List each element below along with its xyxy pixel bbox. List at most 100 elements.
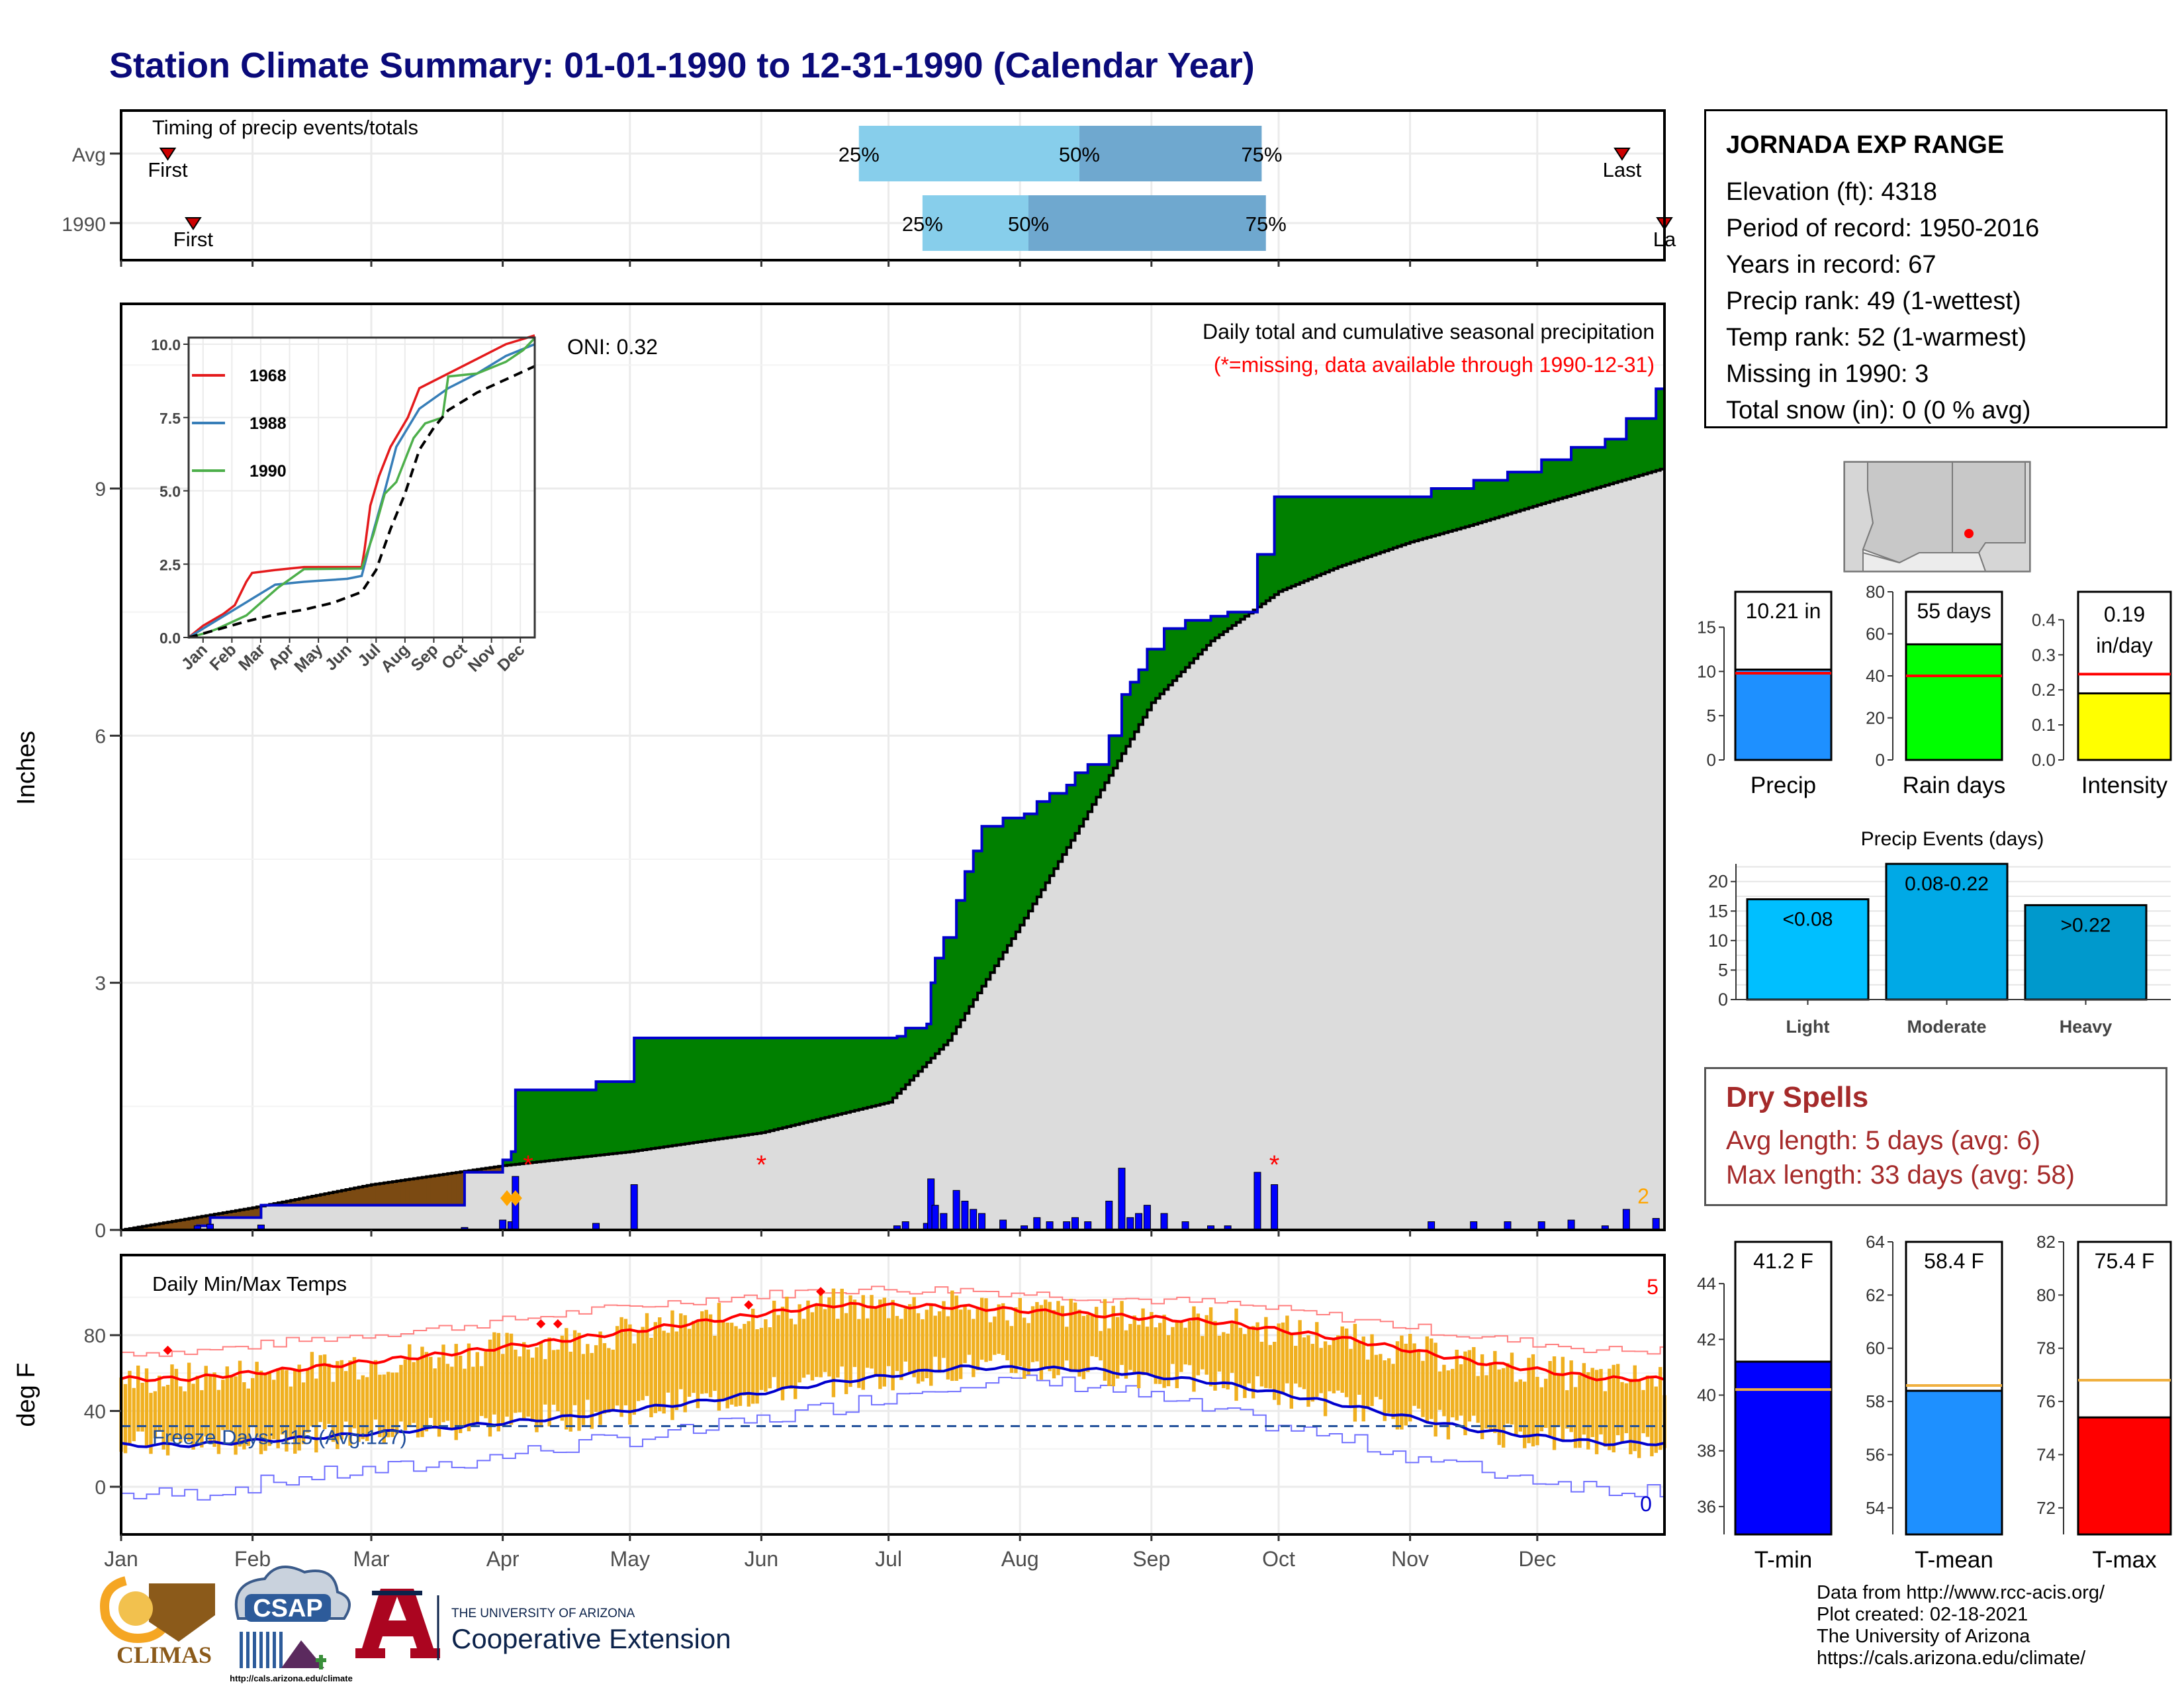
daily-temp-bar bbox=[1565, 1390, 1569, 1429]
daily-temp-bar bbox=[484, 1351, 488, 1419]
daily-temp-bar bbox=[204, 1366, 208, 1437]
precip-title: Daily total and cumulative seasonal prec… bbox=[1203, 320, 1655, 344]
timing-first-label: First bbox=[173, 228, 214, 251]
record-high-marker bbox=[163, 1345, 173, 1355]
daily-temp-bar bbox=[874, 1306, 878, 1376]
above-avg-fill bbox=[1592, 447, 1598, 489]
above-avg-fill bbox=[1512, 472, 1517, 513]
above-avg-fill bbox=[643, 1038, 648, 1150]
above-avg-fill bbox=[1109, 735, 1114, 776]
daily-temp-bar bbox=[1608, 1368, 1612, 1450]
daily-temp-bar bbox=[1442, 1364, 1446, 1417]
above-avg-fill bbox=[1558, 459, 1563, 499]
above-avg-fill bbox=[1541, 459, 1547, 504]
inset-series-avg bbox=[188, 365, 535, 639]
daily-temp-bar bbox=[1582, 1363, 1586, 1435]
daily-temp-bar bbox=[1573, 1387, 1578, 1448]
gauge-y-tick-label: 40 bbox=[1866, 666, 1885, 686]
daily-temp-bar bbox=[921, 1319, 925, 1382]
above-avg-fill bbox=[1550, 459, 1555, 502]
daily-temp-bar bbox=[382, 1374, 387, 1444]
above-avg-fill bbox=[1388, 496, 1394, 549]
daily-temp-bar bbox=[403, 1359, 408, 1430]
daily-temp-bar bbox=[1518, 1379, 1522, 1432]
above-avg-fill bbox=[1605, 439, 1610, 486]
daily-temp-bar bbox=[1048, 1301, 1052, 1372]
temp-panel: Freeze Days: 115 (Avg:127) Daily Min/Max … bbox=[13, 1254, 1666, 1571]
daily-temp-bar bbox=[713, 1335, 717, 1391]
gauge-y-tick-label: 80 bbox=[2036, 1285, 2056, 1305]
precip-events-title: Precip Events (days) bbox=[1861, 828, 2044, 850]
daily-temp-bar bbox=[819, 1292, 823, 1378]
above-avg-fill bbox=[1651, 418, 1657, 472]
gauge-y-tick-label: 38 bbox=[1697, 1441, 1716, 1461]
record-high-line bbox=[121, 1286, 1664, 1357]
daily-temp-bar bbox=[318, 1355, 322, 1423]
below-avg-fill bbox=[337, 1191, 342, 1205]
page-title: Station Climate Summary: 01-01-1990 to 1… bbox=[109, 46, 1255, 85]
daily-precip-bar bbox=[931, 1205, 939, 1231]
above-avg-fill bbox=[888, 1038, 893, 1103]
daily-temp-bar bbox=[1145, 1327, 1150, 1374]
below-avg-fill bbox=[349, 1188, 355, 1205]
daily-temp-bar bbox=[687, 1329, 692, 1397]
daily-temp-bar bbox=[1268, 1344, 1272, 1389]
daily-temp-bar bbox=[1251, 1326, 1255, 1399]
daily-temp-bar bbox=[1030, 1306, 1035, 1362]
above-avg-fill bbox=[1376, 496, 1381, 554]
daily-temp-bar bbox=[780, 1306, 785, 1401]
above-avg-fill bbox=[1096, 764, 1101, 798]
above-avg-fill bbox=[876, 1038, 881, 1105]
daily-temp-bar bbox=[522, 1342, 526, 1419]
daily-temp-bar bbox=[1379, 1354, 1383, 1400]
month-tick-label: Aug bbox=[1001, 1547, 1039, 1571]
above-avg-fill bbox=[981, 826, 987, 986]
daily-precip-bar bbox=[1071, 1217, 1079, 1231]
above-avg-fill bbox=[1304, 496, 1309, 581]
daily-temp-bar bbox=[1383, 1360, 1387, 1421]
gauge-y-tick-label: 0 bbox=[1876, 750, 1885, 770]
daily-temp-bar bbox=[1480, 1354, 1484, 1440]
above-avg-fill bbox=[596, 1082, 601, 1156]
daily-temp-bar bbox=[539, 1342, 543, 1428]
daily-temp-bar bbox=[1544, 1378, 1548, 1429]
daily-temp-bar bbox=[1357, 1342, 1361, 1395]
below-avg-fill bbox=[396, 1181, 402, 1205]
daily-temp-bar bbox=[1298, 1320, 1302, 1387]
above-avg-fill bbox=[1058, 793, 1063, 862]
inset-y-tick-label: 5.0 bbox=[159, 483, 181, 500]
daily-temp-bar bbox=[794, 1324, 797, 1399]
above-avg-fill bbox=[761, 1038, 766, 1133]
temp-y-tick-label: 40 bbox=[84, 1401, 106, 1423]
above-avg-fill bbox=[549, 1090, 555, 1161]
daily-precip-bar bbox=[1143, 1205, 1151, 1231]
daily-temp-bar bbox=[289, 1386, 293, 1440]
events-category-label: Heavy bbox=[2060, 1017, 2113, 1037]
gauge-value-label: 75.4 F bbox=[2095, 1249, 2155, 1273]
daily-temp-bar bbox=[827, 1297, 831, 1377]
daily-temp-bar bbox=[1328, 1344, 1332, 1391]
below-avg-fill bbox=[384, 1182, 389, 1205]
daily-temp-bar bbox=[310, 1352, 314, 1427]
daily-precip-bar bbox=[970, 1209, 978, 1231]
station-name: JORNADA EXP RANGE bbox=[1726, 131, 2005, 159]
above-avg-fill bbox=[1219, 616, 1224, 635]
daily-temp-bar bbox=[954, 1295, 958, 1381]
above-avg-fill bbox=[1062, 793, 1068, 855]
daily-temp-bar bbox=[815, 1304, 819, 1378]
daily-temp-bar bbox=[1654, 1386, 1658, 1453]
above-avg-fill bbox=[1024, 814, 1029, 918]
above-avg-fill bbox=[978, 851, 983, 994]
daily-temp-bar bbox=[878, 1299, 882, 1389]
above-avg-fill bbox=[672, 1038, 677, 1146]
below-avg-fill bbox=[460, 1172, 465, 1205]
above-avg-fill bbox=[1007, 818, 1012, 946]
above-avg-fill bbox=[1147, 649, 1152, 710]
daily-temp-bar bbox=[1090, 1315, 1094, 1356]
events-y-tick-label: 10 bbox=[1708, 931, 1728, 951]
above-avg-fill bbox=[562, 1090, 567, 1160]
above-avg-fill bbox=[1401, 496, 1406, 545]
below-avg-fill bbox=[150, 1225, 156, 1230]
daily-temp-bar bbox=[263, 1373, 267, 1451]
daily-temp-bar bbox=[729, 1323, 734, 1405]
